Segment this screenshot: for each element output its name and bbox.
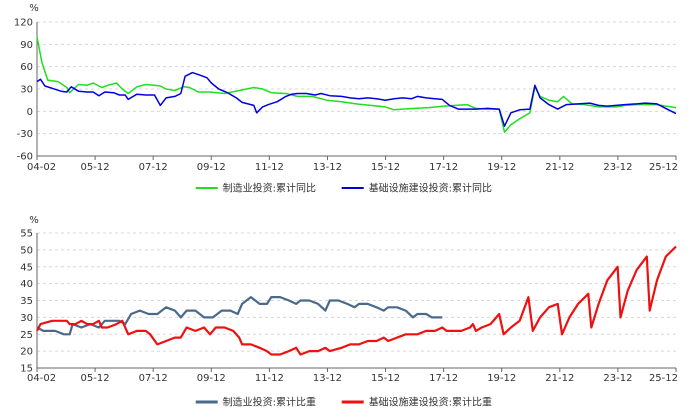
y-tick-label: 15 (20, 364, 33, 375)
x-tick-label: 11-12 (255, 373, 284, 384)
series-line-1 (36, 36, 677, 133)
x-tick-label: 17-12 (429, 373, 458, 384)
y-unit-label: % (29, 215, 39, 226)
x-tick-label: 25-12 (649, 162, 678, 173)
x-tick-label: 21-12 (545, 373, 574, 384)
y-tick-label: 0 (27, 107, 33, 118)
x-tick-label: 05-12 (81, 373, 110, 384)
x-tick-label: 04-02 (27, 373, 56, 384)
series-line-1 (36, 296, 443, 336)
legend-label-1: 制造业投资:累计比重 (223, 396, 316, 409)
x-tick-label: 23-12 (603, 373, 632, 384)
x-tick-label: 11-12 (255, 162, 284, 173)
x-tick-label: 05-12 (81, 162, 110, 173)
x-tick-label: 13-12 (313, 162, 342, 173)
x-tick-label: 23-12 (603, 162, 632, 173)
series-line-2 (36, 71, 677, 127)
x-tick-label: 04-02 (27, 162, 56, 173)
x-tick-label: 19-12 (487, 373, 516, 384)
series-line-2 (36, 245, 677, 356)
x-tick-label: 13-12 (313, 373, 342, 384)
y-tick-label: 30 (20, 313, 33, 324)
y-tick-label: 20 (20, 347, 33, 358)
x-tick-label: 21-12 (545, 162, 574, 173)
y-tick-label: 55 (20, 229, 33, 240)
y-tick-label: 30 (20, 85, 33, 96)
y-tick-label: 50 (20, 245, 33, 256)
x-tick-label: 25-12 (649, 373, 678, 384)
x-tick-label: 15-12 (371, 373, 400, 384)
legend-label-2: 基础设施建设投资:累计同比 (369, 182, 492, 195)
y-tick-label: -60 (17, 152, 33, 163)
x-tick-label: 17-12 (429, 162, 458, 173)
x-tick-label: 15-12 (371, 162, 400, 173)
legend-label-1: 制造业投资:累计同比 (223, 182, 316, 195)
y-tick-label: 40 (20, 279, 33, 290)
x-tick-label: 09-12 (197, 162, 226, 173)
y-tick-label: 60 (20, 62, 33, 73)
y-tick-label: -30 (17, 129, 33, 140)
x-tick-label: 07-12 (139, 373, 168, 384)
x-tick-label: 09-12 (197, 373, 226, 384)
x-tick-label: 19-12 (487, 162, 516, 173)
y-tick-label: 25 (20, 330, 33, 341)
y-tick-label: 120 (14, 18, 33, 29)
x-tick-label: 07-12 (139, 162, 168, 173)
y-unit-label: % (29, 3, 39, 14)
y-tick-label: 45 (20, 262, 33, 273)
legend-label-2: 基础设施建设投资:累计比重 (369, 396, 492, 409)
y-tick-label: 35 (20, 296, 33, 307)
y-tick-label: 90 (20, 40, 33, 51)
